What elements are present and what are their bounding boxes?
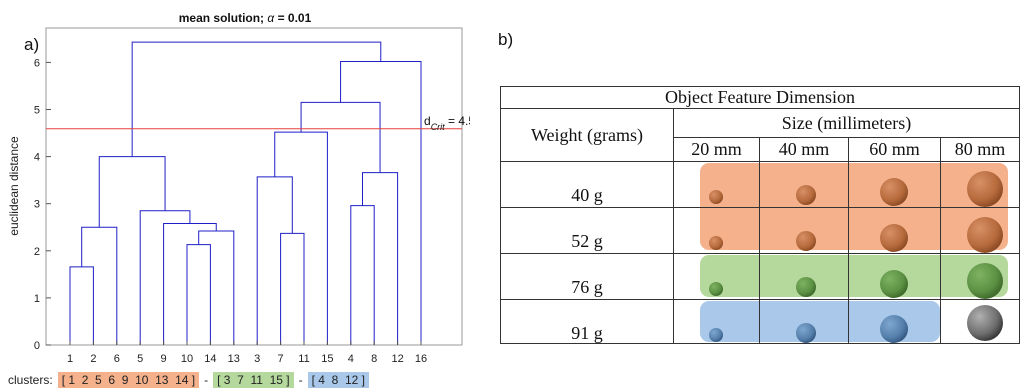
table-divider: [501, 299, 1019, 300]
panel-label-b: b): [498, 30, 514, 49]
dendrogram-link: [280, 232, 305, 345]
leaf-label: 7: [278, 353, 284, 365]
sphere-52g-40mm: [796, 231, 816, 251]
sphere-40g-80mm: [967, 171, 1003, 207]
table-divider: [501, 161, 1019, 162]
y-tick-label: 3: [34, 199, 40, 211]
panel-b: b) Object Feature Dimension Weight (gram…: [478, 0, 1032, 389]
y-tick-label: 2: [34, 246, 40, 258]
dendrogram-link: [69, 266, 94, 345]
sphere-40g-60mm: [880, 178, 908, 206]
sphere-76g-80mm: [967, 263, 1003, 299]
sphere-91g-60mm: [880, 315, 908, 343]
sphere-52g-80mm: [967, 217, 1003, 253]
cluster-separator: -: [298, 373, 303, 387]
sphere-91g-80mm: [967, 305, 1003, 341]
leaf-labels: 1 2 6 5 9 10 14 13 3 7 11 15 4 8 12 16: [67, 341, 427, 365]
dendrogram-link: [274, 131, 328, 345]
sphere-52g-60mm: [880, 224, 908, 252]
leaf-label: 12: [391, 353, 403, 365]
row-label-40g: 40 g: [571, 185, 603, 205]
cluster-group-green: [ 3 7 11 15 ]: [213, 372, 294, 388]
dendrogram-link: [362, 172, 399, 345]
panel-label-a: a): [24, 35, 39, 54]
table-divider: [501, 207, 1019, 208]
table-divider: [501, 253, 1019, 254]
column-header-40mm: 40 mm: [778, 139, 830, 159]
table-divider: [673, 108, 674, 344]
threshold-label: dCrit = 4.59: [424, 114, 470, 132]
column-group-header-size: Size (millimeters): [781, 113, 912, 133]
leaf-label: 1: [67, 353, 73, 365]
cluster-group-orange: [ 1 2 5 6 9 10 13 14 ]: [57, 372, 200, 388]
dendrogram-link: [256, 176, 293, 345]
dendrogram-link: [81, 226, 118, 345]
dendrogram-link: [163, 222, 217, 345]
object-spheres: [709, 171, 1003, 343]
row-label-76g: 76 g: [571, 277, 603, 297]
row-label-52g: 52 g: [571, 231, 603, 251]
table-divider: [501, 108, 1019, 109]
table-divider: [759, 137, 760, 344]
plot-frame: [45, 27, 463, 346]
column-header-60mm: 60 mm: [869, 139, 920, 159]
leaf-label: 13: [228, 353, 240, 365]
y-axis: 0 1 2 3 4 5 6: [34, 57, 51, 352]
sphere-52g-20mm: [709, 236, 723, 250]
panel-a: mean solution; α = 0.01 a) euclidean dis…: [0, 0, 470, 389]
dendrogram-link: [340, 60, 422, 345]
table-title: Object Feature Dimension: [665, 87, 855, 107]
clusters-line: clusters: [ 1 2 5 6 9 10 13 14 ] - [ 3 7…: [8, 371, 369, 389]
sphere-40g-20mm: [709, 190, 723, 204]
leaf-label: 14: [204, 353, 216, 365]
dendrogram-links: [69, 41, 422, 345]
dendrogram-link: [131, 41, 382, 157]
table-divider: [848, 137, 849, 344]
leaf-label: 8: [371, 353, 377, 365]
clusters-label: clusters:: [8, 373, 53, 387]
highlight-green: [700, 255, 1008, 297]
leaf-label: 9: [161, 353, 167, 365]
dendrogram-link: [198, 230, 235, 345]
y-tick-label: 6: [34, 57, 40, 69]
y-tick-label: 4: [34, 152, 40, 164]
highlight-orange: [700, 163, 1008, 250]
y-tick-label: 5: [34, 105, 40, 117]
y-tick-label: 0: [34, 340, 40, 352]
cluster-separator: -: [204, 373, 209, 387]
sphere-76g-60mm: [880, 270, 908, 298]
leaf-label: 3: [254, 353, 260, 365]
sphere-76g-20mm: [709, 282, 723, 296]
row-label-91g: 91 g: [571, 323, 603, 343]
column-header-80mm: 80 mm: [954, 139, 1006, 159]
y-tick-label: 1: [34, 293, 40, 305]
table-divider: [673, 137, 1019, 138]
feature-table: Object Feature Dimension Weight (grams) …: [500, 86, 1020, 344]
cluster-group-blue: [ 4 8 12 ]: [307, 372, 369, 388]
leaf-label: 16: [415, 353, 427, 365]
leaf-label: 6: [114, 353, 120, 365]
column-header-20mm: 20 mm: [691, 139, 742, 159]
dendrogram-link: [350, 205, 375, 345]
dendrogram-link: [186, 244, 211, 345]
sphere-91g-20mm: [709, 328, 723, 342]
row-header-weight: Weight (grams): [530, 125, 644, 145]
sphere-91g-40mm: [796, 323, 816, 343]
leaf-label: 4: [348, 353, 354, 365]
leaf-label: 5: [137, 353, 143, 365]
dendrogram-link: [139, 210, 191, 345]
table-divider: [940, 137, 941, 344]
chart-title: mean solution; α = 0.01: [179, 11, 312, 25]
dendrogram-link: [300, 101, 381, 173]
sphere-40g-40mm: [796, 185, 816, 205]
leaf-label: 2: [90, 353, 96, 365]
sphere-76g-40mm: [796, 277, 816, 297]
dendrogram-chart: mean solution; α = 0.01 a) euclidean dis…: [7, 11, 470, 365]
y-axis-label: euclidean distance: [7, 136, 21, 236]
dendrogram-link: [98, 156, 166, 228]
leaf-label: 15: [321, 353, 333, 365]
leaf-label: 11: [298, 353, 309, 365]
leaf-label: 10: [181, 353, 193, 365]
